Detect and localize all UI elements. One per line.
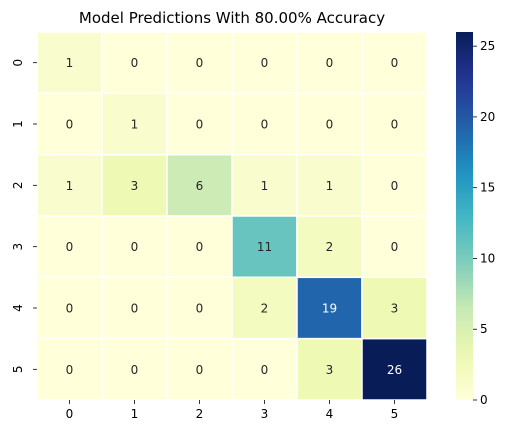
chart-title: Model Predictions With 80.00% Accuracy (79, 9, 385, 27)
cell-value-label: 1 (326, 179, 334, 193)
cell-value-label: 3 (326, 363, 334, 377)
colorbar: 0 5 10 15 20 25 (456, 32, 495, 407)
y-tick-label: 0 (11, 59, 25, 67)
cell-value-label: 1 (261, 179, 269, 193)
heatmap-cell (101, 215, 168, 279)
cell-value-label: 0 (196, 56, 204, 70)
y-tick-label: 3 (11, 243, 25, 251)
cell-value-label: 1 (131, 118, 139, 132)
cell-value-label: 0 (66, 240, 74, 254)
heatmap-cell (101, 31, 168, 95)
x-tick-label: 0 (66, 407, 74, 421)
heatmap-cell (166, 215, 233, 279)
heatmap-cell (101, 153, 168, 217)
heatmap-cell (296, 276, 363, 340)
y-axis: 0 1 2 3 4 5 (11, 59, 37, 373)
heatmap-cell (166, 276, 233, 340)
x-axis: 0 1 2 3 4 5 (66, 400, 399, 421)
x-tick-label: 1 (131, 407, 139, 421)
cell-value-label: 3 (391, 302, 399, 316)
cell-value-label: 0 (391, 118, 399, 132)
cell-value-label: 0 (131, 363, 139, 377)
heatmap-cell (361, 31, 428, 95)
cell-value-label: 0 (326, 118, 334, 132)
colorbar-tick-label: 0 (480, 393, 488, 407)
cell-value-label: 0 (326, 56, 334, 70)
cell-value-label: 26 (387, 363, 402, 377)
y-tick-label: 2 (11, 182, 25, 190)
heatmap-cell (296, 215, 363, 279)
colorbar-tick-label: 10 (480, 251, 495, 265)
heatmap-cell (231, 215, 298, 279)
cell-value-label: 0 (196, 302, 204, 316)
y-tick-label: 1 (11, 120, 25, 128)
cell-value-label: 0 (66, 302, 74, 316)
heatmap-cell (361, 215, 428, 279)
cell-value-label: 3 (131, 179, 139, 193)
cell-value-label: 0 (261, 363, 269, 377)
cell-value-label: 0 (261, 56, 269, 70)
y-tick-label: 4 (11, 304, 25, 312)
heatmap-cells: 1 0 0 0 0 00 1 0 0 0 01 3 6 1 1 00 0 0 11 2 00 0 0 2 19 30 0 0 0 3 26 (36, 31, 428, 401)
cell-value-label: 1 (66, 179, 74, 193)
x-tick-label: 3 (261, 407, 269, 421)
cell-value-label: 2 (261, 302, 269, 316)
cell-value-label: 6 (196, 179, 204, 193)
heatmap-cell (296, 153, 363, 217)
cell-value-label: 11 (257, 240, 272, 254)
cell-value-label: 0 (131, 240, 139, 254)
cell-value-label: 0 (196, 118, 204, 132)
cell-value-label: 19 (322, 302, 337, 316)
cell-value-label: 0 (196, 363, 204, 377)
heatmap-cell (231, 153, 298, 217)
cell-value-label: 0 (391, 240, 399, 254)
heatmap-cell (231, 92, 298, 156)
heatmap-cell (361, 92, 428, 156)
colorbar-tick-label: 25 (480, 39, 495, 53)
x-tick-label: 5 (391, 407, 399, 421)
heatmap-cell (101, 92, 168, 156)
x-tick-label: 4 (326, 407, 334, 421)
cell-value-label: 2 (326, 240, 334, 254)
heatmap-cell (361, 276, 428, 340)
cell-value-label: 0 (131, 56, 139, 70)
x-tick-label: 2 (196, 407, 204, 421)
colorbar-gradient (456, 32, 473, 400)
cell-value-label: 0 (66, 363, 74, 377)
colorbar-tick-label: 15 (480, 181, 495, 195)
cell-value-label: 0 (131, 302, 139, 316)
heatmap-cell (36, 215, 103, 279)
heatmap-cell (36, 337, 103, 401)
cell-value-label: 0 (66, 118, 74, 132)
colorbar-tick-label: 20 (480, 110, 495, 124)
heatmap-cell (361, 153, 428, 217)
cell-value-label: 0 (196, 240, 204, 254)
cell-value-label: 0 (391, 179, 399, 193)
heatmap-cell (361, 337, 428, 401)
cell-value-label: 0 (261, 118, 269, 132)
cell-value-label: 1 (66, 56, 74, 70)
cell-value-label: 0 (391, 56, 399, 70)
y-tick-label: 5 (11, 366, 25, 374)
heatmap-cell (231, 276, 298, 340)
colorbar-tick-label: 5 (480, 322, 488, 336)
